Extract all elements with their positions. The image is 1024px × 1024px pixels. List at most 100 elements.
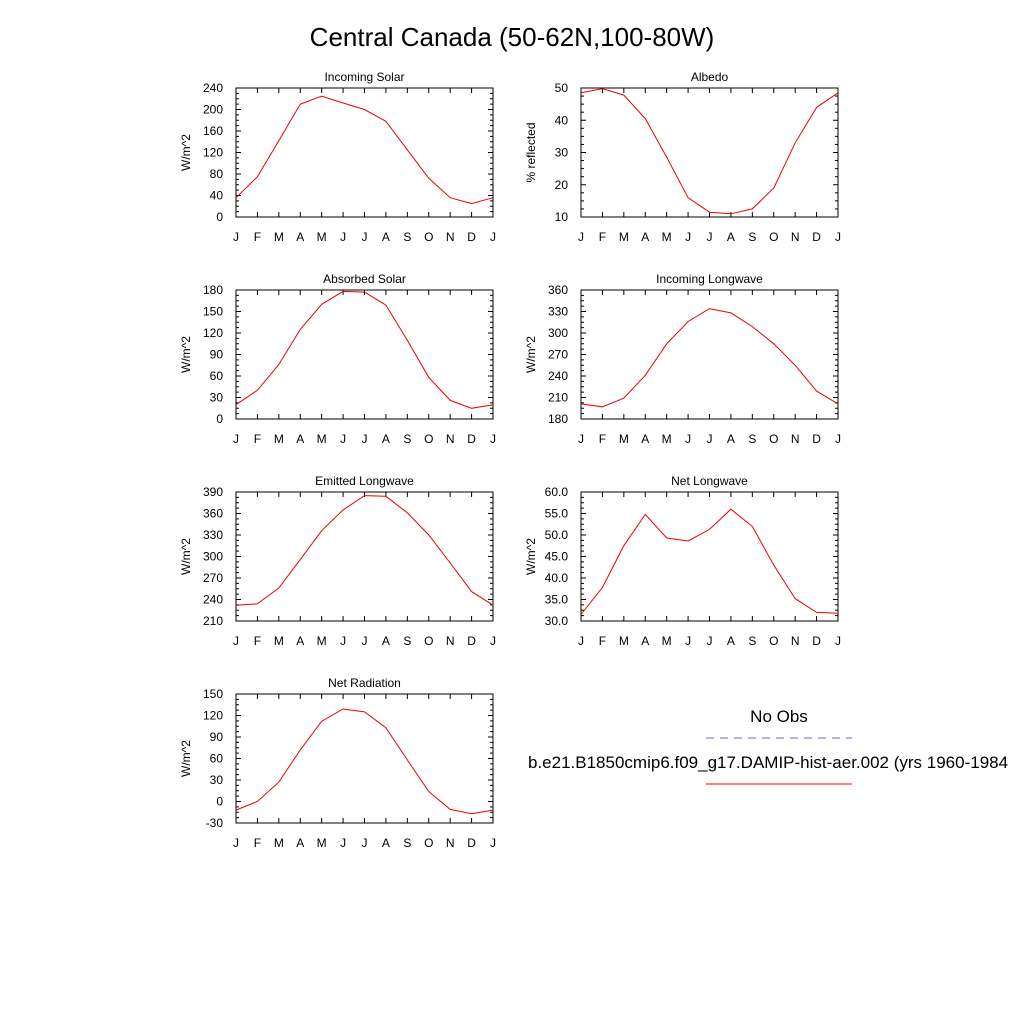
absorbed-solar-plot-frame [235, 289, 494, 420]
absorbed-solar-xtick-label: J [490, 432, 496, 446]
net-longwave-xtick-label: D [812, 634, 821, 648]
albedo-ytick-label: 30 [555, 146, 569, 160]
incoming-longwave-xtick-label: A [727, 432, 735, 446]
emitted-longwave-panel: Emitted Longwave W/m^2 210 240 270 300 330 360 3… [179, 474, 496, 648]
net-radiation-xtick-label: S [403, 836, 411, 850]
legend-model-label: b.e21.B1850cmip6.f09_g17.DAMIP-hist-aer.… [528, 753, 1008, 772]
incoming-longwave-xtick-label: O [769, 432, 778, 446]
incoming-longwave-ytick-label: 180 [548, 412, 568, 426]
incoming-solar-ytick-label: 120 [203, 146, 223, 160]
net-radiation-ytick-label: 60 [210, 752, 224, 766]
incoming-longwave-xtick-label: J [835, 432, 841, 446]
net-radiation-xtick-label: A [382, 836, 390, 850]
emitted-longwave-xtick-label: J [340, 634, 346, 648]
incoming-solar-xtick-label: M [274, 230, 284, 244]
incoming-longwave-ytick-label: 270 [548, 348, 568, 362]
absorbed-solar-xtick-label: J [362, 432, 368, 446]
albedo-xtick-label: J [685, 230, 691, 244]
absorbed-solar-ytick-label: 180 [203, 283, 223, 297]
net-longwave-xtick-label: J [578, 634, 584, 648]
net-longwave-xtick-label: A [727, 634, 735, 648]
absorbed-solar-xtick-label: J [340, 432, 346, 446]
net-radiation-xtick-label: J [490, 836, 496, 850]
albedo-title: Albedo [691, 70, 729, 84]
emitted-longwave-xtick-label: J [233, 634, 239, 648]
incoming-longwave-ytick-label: 330 [548, 305, 568, 319]
incoming-longwave-xtick-label: N [791, 432, 800, 446]
absorbed-solar-xtick-label: M [317, 432, 327, 446]
incoming-solar-ytick-label: 160 [203, 124, 223, 138]
emitted-longwave-title: Emitted Longwave [315, 474, 414, 488]
albedo-ytick-label: 20 [555, 178, 569, 192]
albedo-xtick-label: J [835, 230, 841, 244]
incoming-solar-xtick-label: J [340, 230, 346, 244]
incoming-solar-xtick-label: J [362, 230, 368, 244]
emitted-longwave-ytick-label: 240 [203, 593, 223, 607]
absorbed-solar-xtick-label: O [424, 432, 433, 446]
incoming-longwave-title: Incoming Longwave [656, 272, 763, 286]
emitted-longwave-xtick-label: A [296, 634, 304, 648]
incoming-longwave-ytick-label: 210 [548, 391, 568, 405]
net-longwave-ytick-label: 55.0 [545, 507, 569, 521]
net-radiation-ytick-label: -30 [206, 816, 224, 830]
emitted-longwave-xtick-label: O [424, 634, 433, 648]
incoming-solar-ylabel: W/m^2 [179, 134, 193, 171]
net-radiation-xtick-label: D [467, 836, 476, 850]
emitted-longwave-ytick-label: 360 [203, 507, 223, 521]
incoming-longwave-xtick-label: J [685, 432, 691, 446]
incoming-solar-plot-frame [235, 87, 494, 218]
net-longwave-ylabel: W/m^2 [524, 538, 538, 575]
incoming-solar-xtick-label: M [317, 230, 327, 244]
net-longwave-ytick-label: 40.0 [545, 571, 569, 585]
net-longwave-ytick-label: 50.0 [545, 528, 569, 542]
net-longwave-panel: Net Longwave W/m^2 30.0 35.0 40.0 45.0 50.0 55.… [524, 474, 841, 648]
emitted-longwave-xtick-label: D [467, 634, 476, 648]
net-longwave-xtick-label: J [685, 634, 691, 648]
net-longwave-xtick-label: A [641, 634, 649, 648]
incoming-solar-xtick-label: O [424, 230, 433, 244]
incoming-longwave-ytick-label: 360 [548, 283, 568, 297]
absorbed-solar-ytick-label: 60 [210, 369, 224, 383]
absorbed-solar-ytick-label: 120 [203, 326, 223, 340]
absorbed-solar-title: Absorbed Solar [323, 272, 406, 286]
absorbed-solar-ytick-label: 150 [203, 305, 223, 319]
emitted-longwave-ytick-label: 210 [203, 614, 223, 628]
incoming-longwave-panel: Incoming Longwave W/m^2 180 210 240 270 300 330… [524, 272, 841, 446]
net-longwave-ytick-label: 35.0 [545, 593, 569, 607]
incoming-solar-ytick-label: 200 [203, 103, 223, 117]
albedo-plot-frame [580, 87, 839, 218]
absorbed-solar-xtick-label: A [296, 432, 304, 446]
incoming-solar-xtick-label: J [233, 230, 239, 244]
emitted-longwave-ytick-label: 270 [203, 571, 223, 585]
emitted-longwave-xtick-label: M [317, 634, 327, 648]
incoming-solar-xtick-label: D [467, 230, 476, 244]
albedo-xtick-label: M [619, 230, 629, 244]
incoming-solar-ytick-label: 240 [203, 81, 223, 95]
emitted-longwave-xtick-label: A [382, 634, 390, 648]
albedo-ytick-label: 40 [555, 113, 569, 127]
net-longwave-xtick-label: M [662, 634, 672, 648]
albedo-xtick-label: F [599, 230, 606, 244]
absorbed-solar-xtick-label: D [467, 432, 476, 446]
albedo-ytick-label: 10 [555, 210, 569, 224]
incoming-longwave-xtick-label: M [662, 432, 672, 446]
incoming-longwave-xtick-label: J [707, 432, 713, 446]
net-radiation-ytick-label: 90 [210, 730, 224, 744]
net-longwave-xtick-label: J [707, 634, 713, 648]
albedo-xtick-label: J [707, 230, 713, 244]
emitted-longwave-series-line [235, 495, 494, 606]
absorbed-solar-ytick-label: 90 [210, 348, 224, 362]
emitted-longwave-xtick-label: N [446, 634, 455, 648]
net-longwave-title: Net Longwave [671, 474, 748, 488]
net-radiation-title: Net Radiation [328, 676, 401, 690]
albedo-xtick-label: O [769, 230, 778, 244]
emitted-longwave-ytick-label: 390 [203, 485, 223, 499]
albedo-xtick-label: D [812, 230, 821, 244]
incoming-longwave-xtick-label: S [748, 432, 756, 446]
incoming-solar-ytick-label: 40 [210, 189, 224, 203]
